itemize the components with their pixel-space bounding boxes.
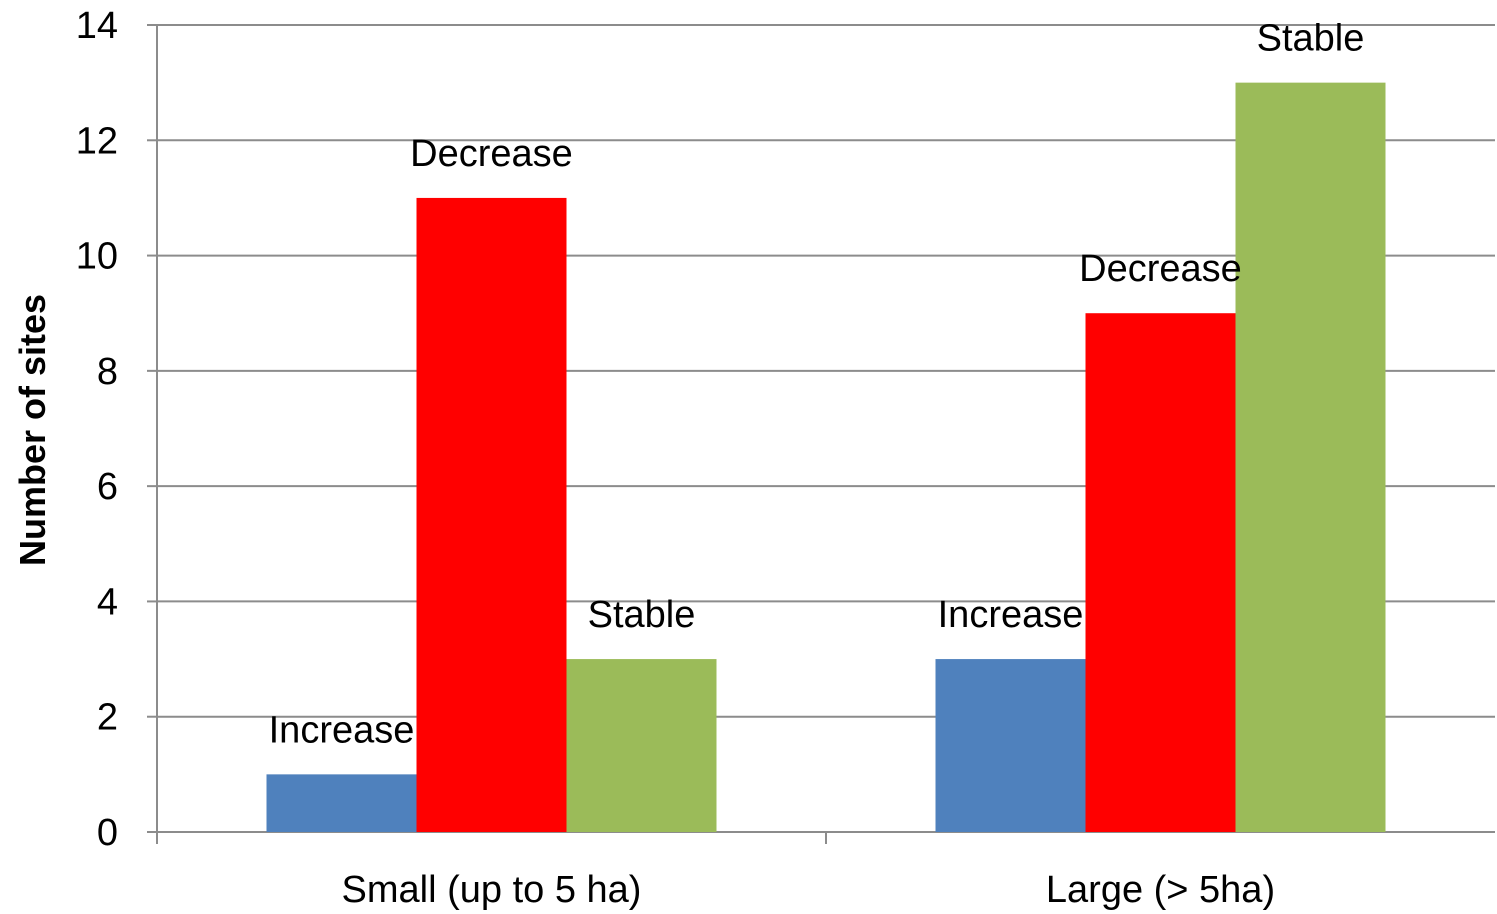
bar-label-decrease: Decrease [410,133,573,175]
y-axis-title: Number of sites [12,294,53,566]
bar-decrease-small [416,197,567,832]
bar-increase-small [266,774,417,832]
y-tick-label: 10 [76,236,118,278]
bar-label-stable: Stable [1257,18,1365,60]
y-tick-label: 2 [97,697,118,739]
y-tick-label: 14 [76,5,118,47]
bar-stable-large [1235,82,1386,832]
bar-label-increase: Increase [938,594,1084,636]
bar-label-increase: Increase [269,709,415,751]
y-tick-label: 6 [97,466,118,508]
y-tick-label: 8 [97,351,118,393]
y-tick-label: 12 [76,120,118,162]
category-label: Large (> 5ha) [1046,869,1275,911]
y-tick-label: 4 [97,581,118,623]
bars [266,82,1386,832]
bar-label-decrease: Decrease [1079,248,1242,290]
gridlines [157,24,1495,718]
bar-label-stable: Stable [588,594,696,636]
y-tick-label: 0 [97,812,118,854]
bar-labels: Increase Decrease Stable Increase Decrease St… [269,18,1365,752]
category-labels: Small (up to 5 ha) Large (> 5ha) [342,869,1276,911]
bar-decrease-large [1085,313,1236,832]
category-label: Small (up to 5 ha) [342,869,642,911]
y-tick-labels: 0 2 4 6 8 10 12 14 [76,5,118,854]
bar-increase-large [935,659,1086,832]
bar-stable-small [566,659,717,832]
